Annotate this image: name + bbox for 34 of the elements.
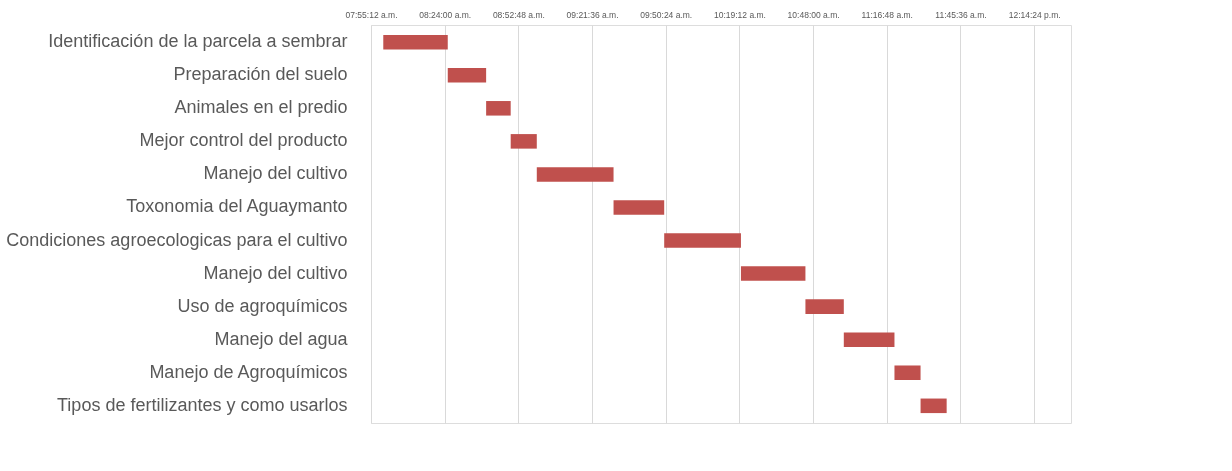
x-tick-label: 11:45:36 a.m. [935, 9, 987, 20]
bar [383, 34, 448, 50]
y-tick-label: Identificación de la parcela a sembrar [48, 31, 348, 52]
bar [447, 67, 487, 83]
y-tick-label: Animales en el predio [174, 97, 348, 118]
y-tick-label: Toxonomia del Aguaymanto [126, 196, 348, 217]
bar [920, 398, 947, 414]
bar [536, 167, 614, 182]
y-tick-label: Tipos de fertilizantes y como usarlos [57, 394, 348, 415]
x-tick-label: 07:55:12 a.m. [345, 9, 398, 20]
y-tick-label: Manejo del agua [214, 328, 349, 349]
bar [894, 365, 921, 381]
bar [510, 134, 537, 149]
x-tick-label: 12:14:24 p.m. [1008, 9, 1061, 20]
y-tick-label: Condiciones agroecologicas para el cultivo [6, 229, 348, 250]
x-tick-label: 08:52:48 a.m. [492, 9, 545, 20]
y-tick-label: Mejor control del producto [139, 130, 348, 151]
y-tick-label: Uso de agroquímicos [177, 295, 348, 316]
bar [843, 332, 895, 347]
x-tick-label: 10:19:12 a.m. [713, 9, 766, 20]
y-tick-label: Preparación del suelo [173, 64, 348, 85]
bar [664, 233, 741, 248]
y-tick-label: Manejo del cultivo [203, 262, 348, 283]
x-tick-label: 09:50:24 a.m. [640, 9, 693, 20]
bar [805, 299, 844, 314]
y-tick-label: Manejo de Agroquímicos [149, 361, 348, 382]
bar [486, 101, 511, 116]
x-tick-label: 09:21:36 a.m. [566, 9, 619, 20]
bar [740, 266, 806, 281]
y-tick-label: Manejo del cultivo [203, 163, 348, 184]
bar [613, 200, 665, 215]
x-tick-label: 08:24:00 a.m. [419, 9, 472, 20]
x-tick-label: 11:16:48 a.m. [861, 9, 913, 20]
x-tick-label: 10:48:00 a.m. [787, 9, 840, 20]
